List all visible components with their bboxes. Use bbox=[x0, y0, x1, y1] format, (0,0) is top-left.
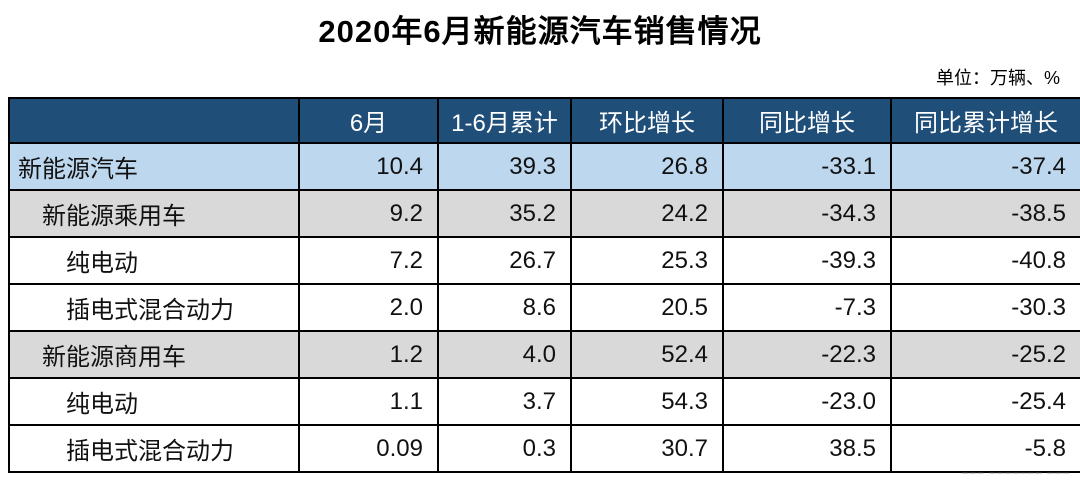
cell-yoy-growth: -39.3 bbox=[722, 236, 892, 285]
row-label: 新能源乘用车 bbox=[8, 189, 300, 238]
cell-cumulative: 26.7 bbox=[437, 236, 572, 285]
table-row-commercial-phev: 插电式混合动力 0.09 0.3 30.7 38.5 -5.8 bbox=[8, 424, 1080, 473]
row-label: 新能源商用车 bbox=[8, 330, 300, 379]
row-label: 插电式混合动力 bbox=[8, 283, 300, 332]
column-header-yoy-growth: 同比增长 bbox=[722, 97, 892, 144]
table-row-nev-total: 新能源汽车 10.4 39.3 26.8 -33.1 -37.4 bbox=[8, 142, 1080, 191]
cell-yoy-growth: -33.1 bbox=[722, 142, 892, 191]
cell-cumulative: 39.3 bbox=[437, 142, 572, 191]
cell-cumulative: 3.7 bbox=[437, 377, 572, 426]
cell-cumulative: 4.0 bbox=[437, 330, 572, 379]
cell-cumulative: 8.6 bbox=[437, 283, 572, 332]
cell-mom-growth: 20.5 bbox=[570, 283, 724, 332]
header-row: 6月 1-6月累计 环比增长 同比增长 同比累计增长 bbox=[8, 97, 1080, 144]
table-header: 6月 1-6月累计 环比增长 同比增长 同比累计增长 bbox=[8, 97, 1080, 144]
cell-june: 10.4 bbox=[298, 142, 439, 191]
row-label: 纯电动 bbox=[8, 236, 300, 285]
cell-june: 9.2 bbox=[298, 189, 439, 238]
table-row-commercial: 新能源商用车 1.2 4.0 52.4 -22.3 -25.2 bbox=[8, 330, 1080, 379]
cell-mom-growth: 26.8 bbox=[570, 142, 724, 191]
column-header-mom-growth: 环比增长 bbox=[570, 97, 724, 144]
cell-yoy-cum-growth: -37.4 bbox=[890, 142, 1080, 191]
cell-june: 7.2 bbox=[298, 236, 439, 285]
table-row-commercial-bev: 纯电动 1.1 3.7 54.3 -23.0 -25.4 bbox=[8, 377, 1080, 426]
column-header-blank bbox=[8, 97, 300, 144]
row-label: 新能源汽车 bbox=[8, 142, 300, 191]
cell-june: 1.2 bbox=[298, 330, 439, 379]
cell-yoy-cum-growth: -25.4 bbox=[890, 377, 1080, 426]
cell-mom-growth: 25.3 bbox=[570, 236, 724, 285]
table-row-passenger-phev: 插电式混合动力 2.0 8.6 20.5 -7.3 -30.3 bbox=[8, 283, 1080, 332]
column-header-yoy-cum-growth: 同比累计增长 bbox=[890, 97, 1080, 144]
table-row-passenger: 新能源乘用车 9.2 35.2 24.2 -34.3 -38.5 bbox=[8, 189, 1080, 238]
row-label: 插电式混合动力 bbox=[8, 424, 300, 473]
cell-yoy-cum-growth: -5.8 bbox=[890, 424, 1080, 473]
row-label: 纯电动 bbox=[8, 377, 300, 426]
cell-yoy-cum-growth: -25.2 bbox=[890, 330, 1080, 379]
cell-yoy-cum-growth: -30.3 bbox=[890, 283, 1080, 332]
cell-june: 2.0 bbox=[298, 283, 439, 332]
table-body: 新能源汽车 10.4 39.3 26.8 -33.1 -37.4 新能源乘用车 … bbox=[8, 142, 1080, 473]
cell-cumulative: 0.3 bbox=[437, 424, 572, 473]
cell-yoy-growth: -22.3 bbox=[722, 330, 892, 379]
column-header-cumulative: 1-6月累计 bbox=[437, 97, 572, 144]
cell-mom-growth: 30.7 bbox=[570, 424, 724, 473]
sales-table: 6月 1-6月累计 环比增长 同比增长 同比累计增长 新能源汽车 10.4 39… bbox=[8, 97, 1080, 473]
cell-cumulative: 35.2 bbox=[437, 189, 572, 238]
cell-mom-growth: 54.3 bbox=[570, 377, 724, 426]
cell-yoy-growth: -7.3 bbox=[722, 283, 892, 332]
cell-yoy-cum-growth: -40.8 bbox=[890, 236, 1080, 285]
column-header-june: 6月 bbox=[298, 97, 439, 144]
site-watermark: ­––– ––––––– ––– ––– bbox=[961, 465, 1070, 478]
cell-june: 1.1 bbox=[298, 377, 439, 426]
cell-mom-growth: 24.2 bbox=[570, 189, 724, 238]
cell-yoy-growth: -23.0 bbox=[722, 377, 892, 426]
cell-yoy-growth: 38.5 bbox=[722, 424, 892, 473]
cell-yoy-cum-growth: -38.5 bbox=[890, 189, 1080, 238]
page-title: 2020年6月新能源汽车销售情况 bbox=[318, 14, 762, 49]
cell-mom-growth: 52.4 bbox=[570, 330, 724, 379]
cell-june: 0.09 bbox=[298, 424, 439, 473]
cell-yoy-growth: -34.3 bbox=[722, 189, 892, 238]
unit-note: 单位：万辆、% bbox=[935, 68, 1060, 88]
table-row-passenger-bev: 纯电动 7.2 26.7 25.3 -39.3 -40.8 bbox=[8, 236, 1080, 285]
